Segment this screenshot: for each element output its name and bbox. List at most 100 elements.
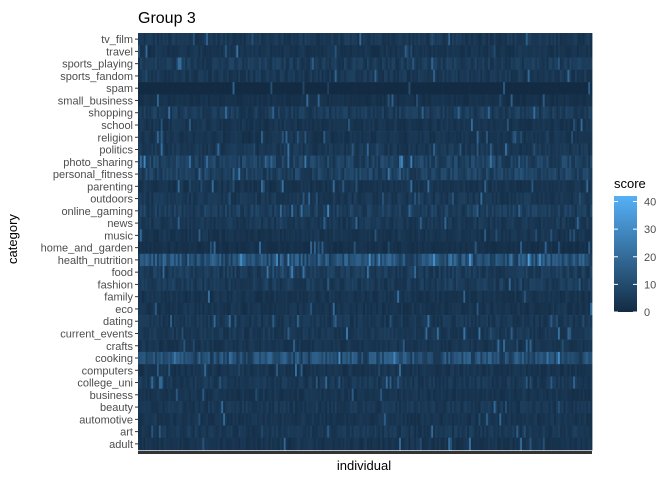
heatmap-tile <box>523 45 527 58</box>
heatmap-tile <box>557 69 561 83</box>
heatmap-tile <box>300 229 303 242</box>
heatmap-tile <box>363 253 366 267</box>
heatmap-tile <box>563 192 566 205</box>
heatmap-tile <box>338 278 341 291</box>
heatmap-tile <box>425 167 428 181</box>
heatmap-tile <box>417 167 421 181</box>
heatmap-tile <box>476 192 479 205</box>
heatmap-tile <box>503 216 506 230</box>
heatmap-tile <box>232 192 235 205</box>
heatmap-tile <box>378 143 381 156</box>
heatmap-tile <box>419 167 423 181</box>
heatmap-tile <box>162 229 165 242</box>
heatmap-tile <box>181 118 184 132</box>
heatmap-tile <box>436 45 440 58</box>
heatmap-tile <box>363 266 366 279</box>
heatmap-tile <box>461 266 464 279</box>
heatmap-tile <box>531 204 534 218</box>
heatmap-tile <box>480 253 483 267</box>
heatmap-tile <box>321 241 324 255</box>
heatmap-tile <box>493 57 496 71</box>
heatmap-tile <box>561 180 565 193</box>
heatmap-tile <box>332 253 336 267</box>
heatmap-tile <box>355 241 358 255</box>
heatmap-tile <box>412 192 415 205</box>
heatmap-tile <box>255 180 258 193</box>
heatmap-tile <box>242 106 245 120</box>
heatmap-tile <box>493 94 496 107</box>
heatmap-tile <box>164 143 167 156</box>
heatmap-tile <box>433 94 436 107</box>
heatmap-tile <box>489 45 493 58</box>
heatmap-tile <box>408 167 411 181</box>
heatmap-tile <box>266 94 269 107</box>
heatmap-tile <box>563 45 566 58</box>
heatmap-tile <box>173 131 177 144</box>
heatmap-row-sports_playing <box>138 57 593 71</box>
heatmap-tile <box>429 118 432 132</box>
heatmap-tile <box>173 82 177 95</box>
heatmap-tile <box>438 33 442 46</box>
heatmap-tile <box>274 57 277 71</box>
heatmap-tile <box>444 216 447 230</box>
heatmap-tile <box>365 45 368 58</box>
heatmap-tile <box>474 131 478 144</box>
heatmap-tile <box>397 82 400 95</box>
heatmap-tile <box>236 33 239 46</box>
heatmap-tile <box>243 131 247 144</box>
heatmap-tile <box>187 106 190 120</box>
heatmap-tile <box>444 131 447 144</box>
heatmap-tile <box>516 192 519 205</box>
heatmap-tile <box>580 131 583 144</box>
heatmap-tile <box>436 167 440 181</box>
heatmap-tile <box>238 216 241 230</box>
heatmap-tile <box>469 106 472 120</box>
heatmap-tile <box>446 131 449 144</box>
heatmap-tile <box>259 253 262 267</box>
heatmap-tile <box>385 180 389 193</box>
heatmap-tile <box>504 57 508 71</box>
heatmap-tile <box>480 57 483 71</box>
heatmap-tile <box>226 229 230 242</box>
heatmap-tile <box>414 94 417 107</box>
heatmap-tile <box>225 266 228 279</box>
heatmap-tile <box>512 69 515 83</box>
heatmap-tile <box>317 216 320 230</box>
heatmap-tile <box>571 180 574 193</box>
heatmap-tile <box>540 45 544 58</box>
heatmap-tile <box>155 155 158 169</box>
heatmap-tile <box>385 57 389 71</box>
heatmap-tile <box>340 192 343 205</box>
heatmap-tile <box>340 204 343 218</box>
heatmap-tile <box>470 57 474 71</box>
heatmap-tile <box>518 253 521 267</box>
heatmap-tile <box>200 57 203 71</box>
heatmap-tile <box>491 131 495 144</box>
heatmap-tile <box>260 229 264 242</box>
heatmap-tile <box>200 167 203 181</box>
heatmap-tile <box>400 253 404 267</box>
heatmap-tile <box>217 192 220 205</box>
heatmap-tile <box>582 57 585 71</box>
heatmap-tile <box>399 241 402 255</box>
heatmap-tile <box>370 82 373 95</box>
heatmap-tile <box>242 131 245 144</box>
heatmap-tile <box>330 69 334 83</box>
heatmap-tile <box>506 241 510 255</box>
heatmap-tile <box>527 143 530 156</box>
heatmap-tile <box>561 131 565 144</box>
heatmap-tile <box>298 278 302 291</box>
heatmap-tile <box>452 33 455 46</box>
heatmap-tile <box>565 266 568 279</box>
heatmap-tile <box>455 180 459 193</box>
heatmap-tile <box>143 241 146 255</box>
heatmap-tile <box>495 192 498 205</box>
heatmap-tile <box>461 180 464 193</box>
heatmap-tile <box>192 229 196 242</box>
heatmap-tile <box>366 94 370 107</box>
heatmap-tile <box>308 180 311 193</box>
heatmap-tile <box>312 57 315 71</box>
heatmap-tile <box>247 143 251 156</box>
heatmap-tile <box>151 241 154 255</box>
heatmap-tile <box>257 266 260 279</box>
